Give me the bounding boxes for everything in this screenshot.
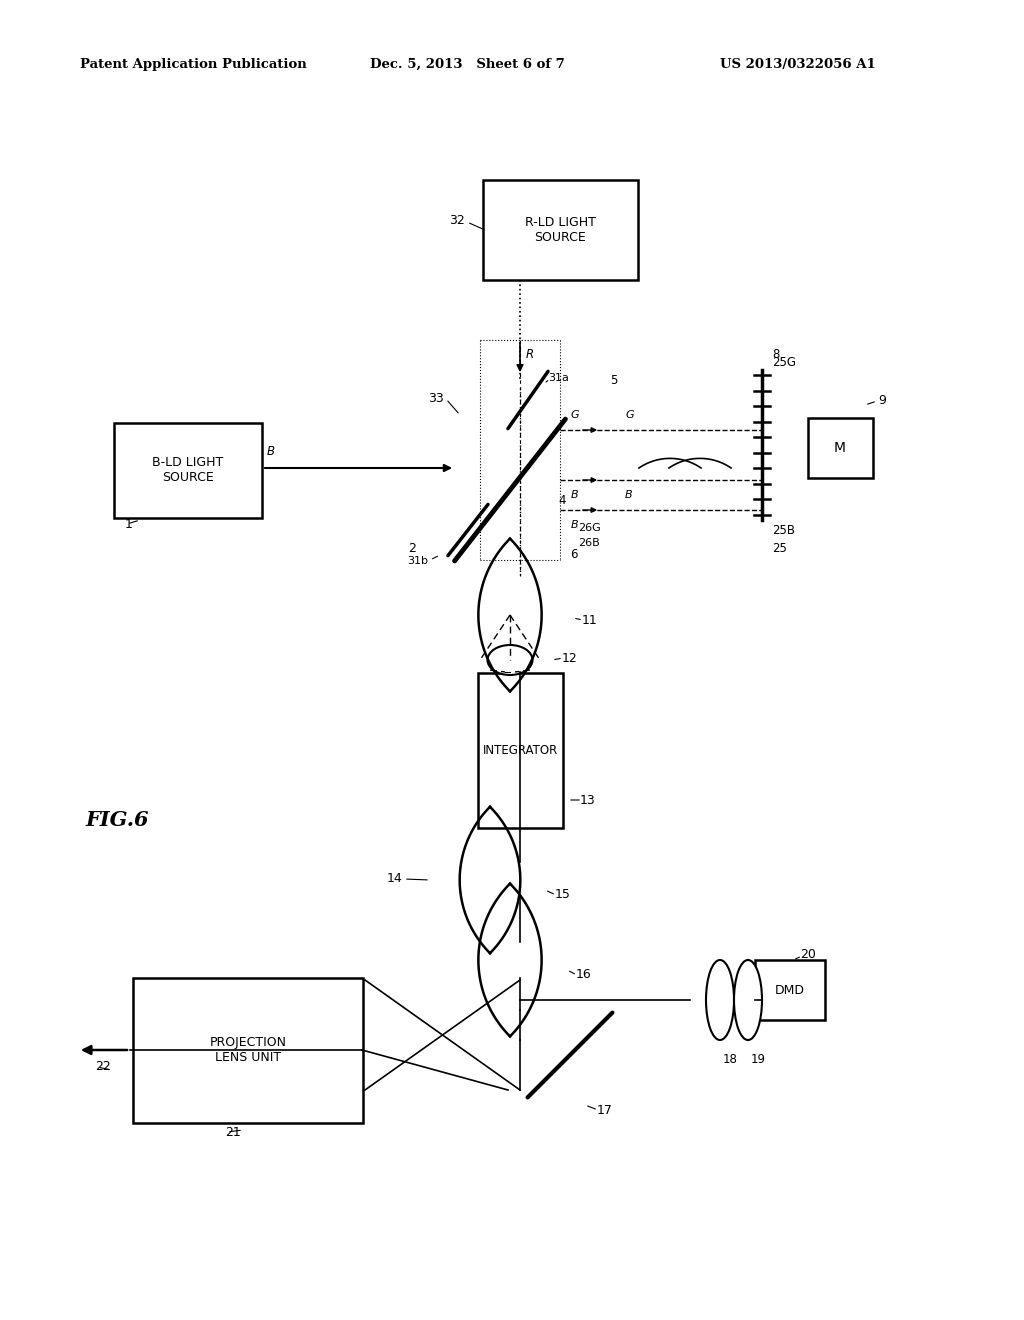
Text: B: B <box>625 490 633 500</box>
Text: 33: 33 <box>428 392 444 404</box>
Ellipse shape <box>706 960 734 1040</box>
Text: 14: 14 <box>386 871 402 884</box>
Text: 26G: 26G <box>578 523 601 533</box>
Text: 15: 15 <box>555 888 570 902</box>
Text: 25G: 25G <box>772 355 796 368</box>
Text: 8: 8 <box>772 348 779 362</box>
Text: 13: 13 <box>580 793 596 807</box>
Text: 18: 18 <box>723 1053 737 1067</box>
Bar <box>808 418 872 478</box>
Ellipse shape <box>487 645 532 675</box>
Text: Patent Application Publication: Patent Application Publication <box>80 58 307 71</box>
Text: Dec. 5, 2013   Sheet 6 of 7: Dec. 5, 2013 Sheet 6 of 7 <box>370 58 565 71</box>
Text: G: G <box>570 411 580 420</box>
Text: 1: 1 <box>125 519 133 532</box>
Text: 20: 20 <box>800 949 816 961</box>
Text: R-LD LIGHT
SOURCE: R-LD LIGHT SOURCE <box>524 216 595 244</box>
Text: B-LD LIGHT
SOURCE: B-LD LIGHT SOURCE <box>153 455 223 484</box>
Text: 31b: 31b <box>407 556 428 566</box>
Text: 21: 21 <box>225 1126 241 1138</box>
Text: INTEGRATOR: INTEGRATOR <box>482 743 558 756</box>
Bar <box>133 978 362 1122</box>
Text: G: G <box>625 411 634 420</box>
Text: FIG.6: FIG.6 <box>85 810 148 830</box>
Text: US 2013/0322056 A1: US 2013/0322056 A1 <box>720 58 876 71</box>
Bar <box>114 422 262 517</box>
Text: 19: 19 <box>751 1053 766 1067</box>
Text: PROJECTION
LENS UNIT: PROJECTION LENS UNIT <box>210 1036 287 1064</box>
Text: 26B: 26B <box>578 539 600 548</box>
Text: 22: 22 <box>95 1060 111 1073</box>
Text: 16: 16 <box>575 969 592 982</box>
Text: B: B <box>571 490 579 500</box>
Text: 4: 4 <box>558 494 565 507</box>
Text: DMD: DMD <box>775 983 805 997</box>
Text: 25B: 25B <box>772 524 795 536</box>
Text: 11: 11 <box>582 614 598 627</box>
Text: 9: 9 <box>878 393 886 407</box>
Bar <box>755 960 825 1020</box>
Text: M: M <box>834 441 846 455</box>
Text: 25: 25 <box>772 541 786 554</box>
Text: 2: 2 <box>408 541 416 554</box>
Text: 12: 12 <box>562 652 578 664</box>
Bar <box>482 180 638 280</box>
Text: B: B <box>571 520 579 531</box>
Ellipse shape <box>734 960 762 1040</box>
Text: 31a: 31a <box>548 374 569 383</box>
Text: 32: 32 <box>450 214 465 227</box>
Text: R: R <box>526 348 535 362</box>
Text: 6: 6 <box>570 549 578 561</box>
Text: 17: 17 <box>597 1104 613 1117</box>
Text: 5: 5 <box>610 374 617 387</box>
Text: B: B <box>267 445 275 458</box>
Bar <box>477 672 562 828</box>
